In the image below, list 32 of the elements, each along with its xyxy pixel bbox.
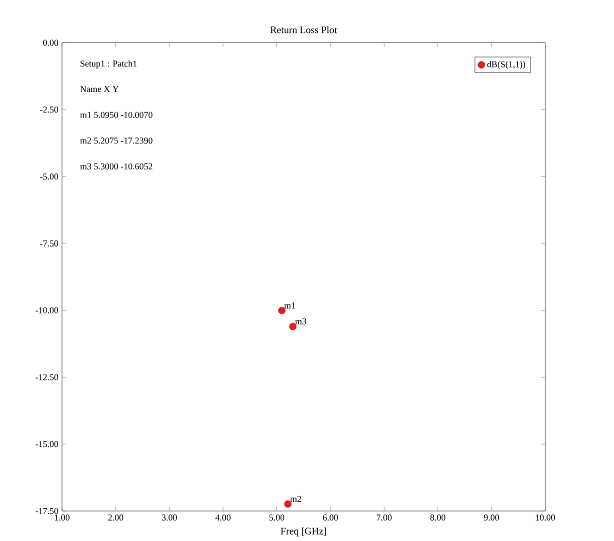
annotation: Name X Y <box>80 86 119 92</box>
point <box>289 322 297 330</box>
y-tick-label: -12.50 <box>36 374 58 380</box>
y-tick-label: 0.00 <box>43 40 58 46</box>
annotation: m3 <box>295 318 306 324</box>
chart-title: Return Loss Plot <box>270 26 338 34</box>
annotation: m3 5.3000 -10.6052 <box>80 163 152 170</box>
y-tick-label: -7.50 <box>40 240 58 246</box>
legend-label: dB(S(1,1)) <box>487 60 526 70</box>
annotation: m2 <box>290 496 302 502</box>
x-tick-label: 10.00 <box>536 514 555 521</box>
x-tick-label: 9.00 <box>484 514 500 521</box>
y-tick-label: -10.00 <box>36 307 58 314</box>
x-tick-label: 5.00 <box>269 514 284 521</box>
y-tick-label: -5.00 <box>40 173 58 180</box>
x-tick-label: 4.00 <box>215 514 231 521</box>
x-tick-label: 8.00 <box>430 514 446 521</box>
y-tick-label: -15.00 <box>36 441 58 448</box>
x-axis-title: Freq [GHz] <box>280 527 326 536</box>
x-tick-label: 1.00 <box>54 514 70 521</box>
x-tick-label: 3.00 <box>162 514 177 521</box>
point <box>278 306 286 314</box>
annotation: m1 5.0950 -10.0070 <box>80 112 152 118</box>
annotation: m2 5.2075 -17.2390 <box>80 138 152 144</box>
annotation: m1 <box>284 302 295 308</box>
x-tick-label: 6.00 <box>322 514 338 521</box>
y-tick-label: -2.50 <box>40 106 58 113</box>
y-tick-label: -17.50 <box>36 508 58 514</box>
x-tick-label: 7.00 <box>376 514 392 521</box>
x-tick-label: 2.00 <box>108 514 124 521</box>
point <box>284 500 292 508</box>
annotation: Setup1 : Patch1 <box>80 60 137 68</box>
